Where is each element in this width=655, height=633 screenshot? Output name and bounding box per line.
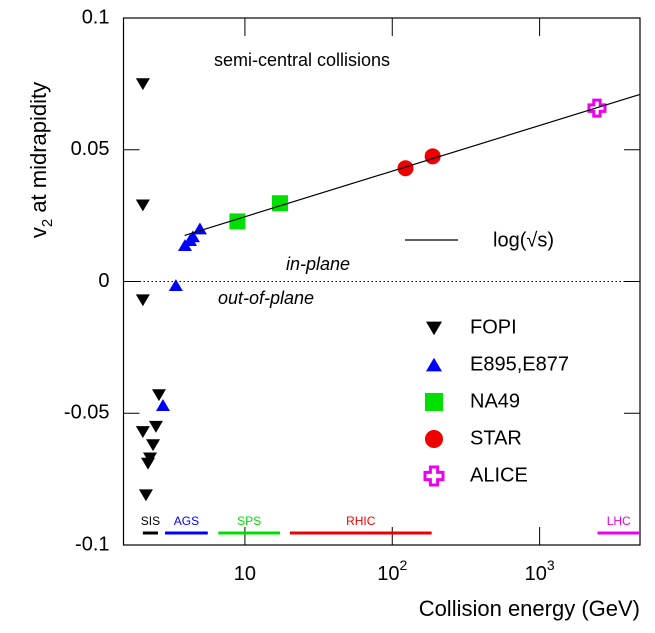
x-tick-base: 10 xyxy=(377,563,399,585)
annotation: in-plane xyxy=(286,254,350,274)
x-tick-base: 10 xyxy=(525,563,547,585)
legend-label: E895,E877 xyxy=(470,353,569,375)
marker xyxy=(397,160,414,177)
y-label-rest: at midrapidity xyxy=(26,82,51,219)
y-label-main: v xyxy=(26,227,51,238)
legend-label: log(√s) xyxy=(493,229,554,251)
marker xyxy=(168,279,183,292)
x-tick-exponent: 2 xyxy=(399,557,407,573)
y-tick-label: -0.05 xyxy=(64,402,110,424)
marker xyxy=(143,452,158,465)
energy-range-label: LHC xyxy=(607,514,631,528)
y-label-sub: 2 xyxy=(39,219,56,227)
annotation: semi-central collisions xyxy=(214,50,390,70)
energy-range-label: SIS xyxy=(141,514,160,528)
y-tick-label: 0 xyxy=(98,270,109,292)
marker xyxy=(148,420,163,433)
marker xyxy=(587,98,607,118)
marker xyxy=(135,78,150,91)
energy-range-label: SPS xyxy=(237,514,261,528)
x-axis-label: Collision energy (GeV) xyxy=(419,596,640,621)
marker xyxy=(229,213,246,230)
legend-label: NA49 xyxy=(470,390,520,412)
marker xyxy=(135,294,150,307)
marker xyxy=(155,399,170,411)
marker xyxy=(138,489,153,502)
y-tick-label: -0.1 xyxy=(75,533,109,555)
marker xyxy=(146,439,161,452)
marker xyxy=(135,199,150,212)
x-tick-base: 10 xyxy=(234,563,256,585)
energy-range-label: RHIC xyxy=(346,514,376,528)
marker xyxy=(425,430,443,448)
legend-label: STAR xyxy=(470,427,522,449)
x-tick-exponent: 3 xyxy=(547,557,555,573)
marker xyxy=(426,321,442,336)
marker xyxy=(271,195,288,212)
marker xyxy=(426,357,442,372)
energy-range-label: AGS xyxy=(174,514,199,528)
marker xyxy=(151,389,166,402)
marker xyxy=(423,465,445,487)
x-tick-label: 10 xyxy=(234,563,256,585)
annotation: out-of-plane xyxy=(218,288,314,308)
fit-line xyxy=(184,93,641,236)
marker xyxy=(135,426,150,438)
legend-label: FOPI xyxy=(470,316,517,338)
y-tick-label: 0.05 xyxy=(71,138,110,160)
legend-label: ALICE xyxy=(470,464,528,486)
x-tick-label: 103 xyxy=(525,557,555,586)
y-tick-label: 0.1 xyxy=(82,6,110,28)
marker xyxy=(185,230,200,243)
y-axis-label: v2 at midrapidity xyxy=(26,82,57,238)
x-tick-label: 102 xyxy=(377,557,407,586)
marker xyxy=(425,393,443,411)
